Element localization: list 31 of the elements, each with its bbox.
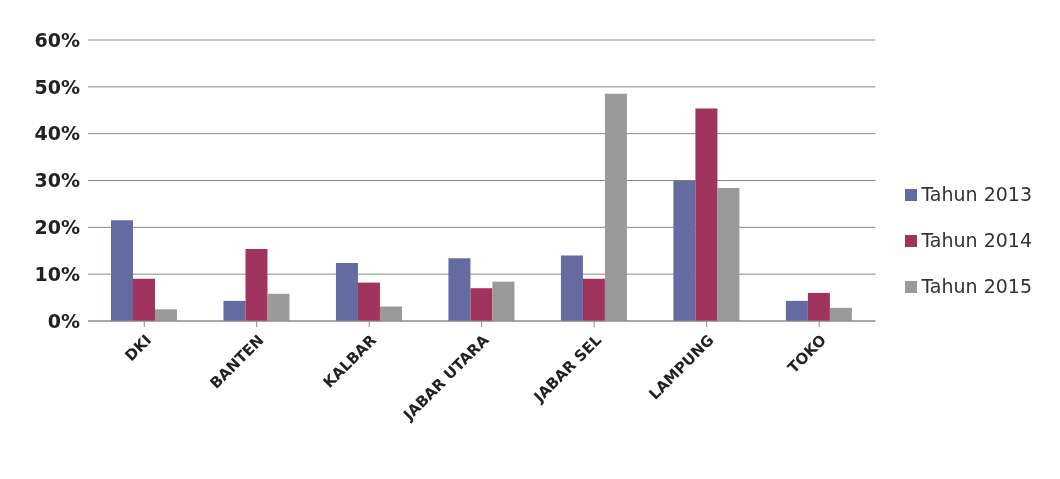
bar (133, 278, 155, 321)
bar (267, 293, 290, 321)
bar (582, 278, 605, 321)
bar (560, 255, 583, 321)
bar (695, 108, 718, 321)
bar (379, 306, 402, 321)
y-tick-label: 0% (47, 309, 80, 332)
bar (111, 220, 133, 321)
y-tick-label: 20% (34, 216, 80, 239)
bar (717, 187, 740, 321)
bar (470, 288, 493, 321)
bar (492, 281, 515, 321)
bar (245, 248, 268, 321)
bar (807, 292, 830, 321)
y-tick-label: 10% (34, 262, 80, 285)
bar (673, 180, 696, 321)
bar (448, 258, 471, 321)
legend-label: Tahun 2015 (921, 274, 1032, 297)
bar (785, 300, 808, 321)
y-tick-label: 50% (34, 75, 80, 98)
y-tick-label: 30% (34, 169, 80, 192)
bar (223, 300, 246, 321)
legend-label: Tahun 2014 (921, 228, 1032, 251)
y-tick-label: 60% (34, 28, 80, 51)
bar (604, 93, 627, 321)
bar (155, 309, 177, 321)
legend-label: Tahun 2013 (921, 182, 1032, 205)
bar (357, 282, 380, 321)
bar (829, 307, 852, 321)
y-tick-label: 40% (34, 122, 80, 145)
bar (335, 262, 358, 321)
